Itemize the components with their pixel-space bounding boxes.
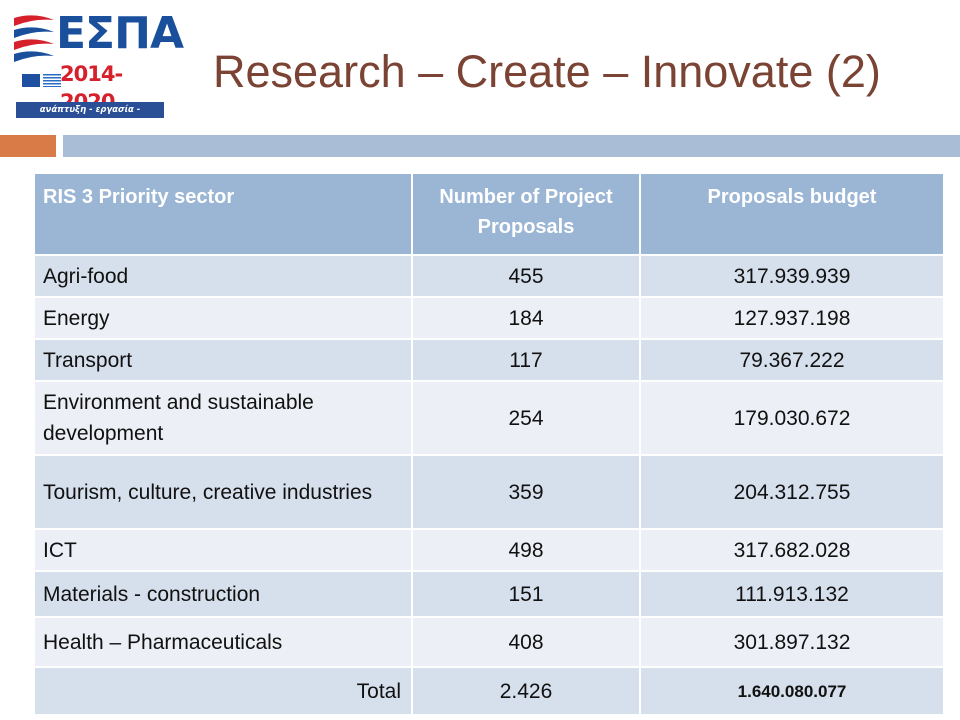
sector-cell: Environment and sustainable development xyxy=(33,380,413,456)
accent-bar xyxy=(0,135,56,157)
table-row: Materials - construction 151 111.913.132 xyxy=(33,570,945,618)
table-row: Tourism, culture, creative industries 35… xyxy=(33,454,945,530)
table-row: Transport 117 79.367.222 xyxy=(33,338,945,382)
table-row: Agri-food 455 317.939.939 xyxy=(33,254,945,298)
sector-cell: Energy xyxy=(33,296,413,340)
sector-cell: Materials - construction xyxy=(33,570,413,618)
proposals-cell: 184 xyxy=(411,296,641,340)
total-label: Total xyxy=(33,666,413,716)
proposals-cell: 498 xyxy=(411,528,641,572)
table-row: Health – Pharmaceuticals 408 301.897.132 xyxy=(33,616,945,668)
table-row: ICT 498 317.682.028 xyxy=(33,528,945,572)
eu-flag-icon xyxy=(22,74,40,87)
logo-swoosh-icon xyxy=(14,15,54,62)
espa-logo: ΕΣΠΑ 2014-2020 ανάπτυξη - εργασία - αλλη… xyxy=(10,8,184,131)
budget-cell: 317.939.939 xyxy=(639,254,945,298)
logo-brand: ΕΣΠΑ xyxy=(56,8,184,59)
sector-cell: Tourism, culture, creative industries xyxy=(33,454,413,530)
proposals-cell: 117 xyxy=(411,338,641,382)
budget-cell: 301.897.132 xyxy=(639,616,945,668)
budget-cell: 179.030.672 xyxy=(639,380,945,456)
budget-cell: 204.312.755 xyxy=(639,454,945,530)
column-header-budget: Proposals budget xyxy=(639,172,945,256)
sector-cell: Transport xyxy=(33,338,413,382)
table-total-row: Total 2.426 1.640.080.077 xyxy=(33,666,945,716)
proposals-cell: 151 xyxy=(411,570,641,618)
table-row: Environment and sustainable development … xyxy=(33,380,945,456)
column-header-proposals: Number of Project Proposals xyxy=(411,172,641,256)
greek-flag-icon xyxy=(43,74,61,87)
table-header-row: RIS 3 Priority sector Number of Project … xyxy=(33,172,945,256)
sector-cell: Health – Pharmaceuticals xyxy=(33,616,413,668)
column-header-sector: RIS 3 Priority sector xyxy=(33,172,413,256)
budget-cell: 79.367.222 xyxy=(639,338,945,382)
proposals-table: RIS 3 Priority sector Number of Project … xyxy=(33,172,945,716)
proposals-cell: 254 xyxy=(411,380,641,456)
budget-cell: 317.682.028 xyxy=(639,528,945,572)
slide-title: Research – Create – Innovate (2) xyxy=(213,46,881,97)
budget-cell: 127.937.198 xyxy=(639,296,945,340)
budget-cell: 111.913.132 xyxy=(639,570,945,618)
total-budget: 1.640.080.077 xyxy=(639,666,945,716)
proposals-cell: 455 xyxy=(411,254,641,298)
proposals-cell: 359 xyxy=(411,454,641,530)
total-proposals: 2.426 xyxy=(411,666,641,716)
logo-tagline: ανάπτυξη - εργασία - αλληλεγγύη xyxy=(16,102,164,131)
sector-cell: Agri-food xyxy=(33,254,413,298)
proposals-cell: 408 xyxy=(411,616,641,668)
table-row: Energy 184 127.937.198 xyxy=(33,296,945,340)
sector-cell: ICT xyxy=(33,528,413,572)
header-divider-bar xyxy=(63,135,960,157)
